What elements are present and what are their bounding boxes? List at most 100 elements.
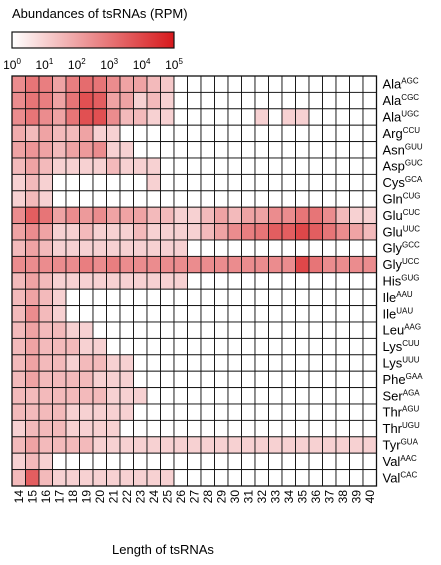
heatmap-cell bbox=[295, 288, 310, 307]
heatmap-cell bbox=[281, 124, 296, 143]
heatmap-cell bbox=[200, 141, 215, 159]
heatmap-cell bbox=[106, 190, 121, 208]
heatmap-cell bbox=[227, 206, 242, 225]
heatmap-cell bbox=[11, 206, 26, 225]
heatmap-cell bbox=[362, 419, 377, 438]
heatmap-cell bbox=[362, 436, 377, 454]
heatmap-cell bbox=[187, 157, 202, 175]
heatmap-cell bbox=[25, 223, 40, 241]
heatmap-cell bbox=[160, 305, 175, 323]
heatmap-cell bbox=[119, 124, 134, 143]
heatmap-cell bbox=[173, 288, 188, 307]
heatmap-cell bbox=[79, 239, 94, 257]
heatmap-cell bbox=[52, 223, 67, 241]
heatmap-cell bbox=[322, 403, 337, 421]
heatmap-cell bbox=[362, 190, 377, 208]
heatmap-cell bbox=[133, 141, 148, 159]
heatmap-cell bbox=[268, 223, 283, 241]
heatmap-cell bbox=[106, 387, 121, 405]
heatmap-cell bbox=[25, 419, 40, 438]
heatmap-cell bbox=[308, 190, 323, 208]
heatmap-cell bbox=[146, 255, 161, 274]
heatmap-cell bbox=[295, 370, 310, 389]
heatmap-cell bbox=[133, 157, 148, 175]
heatmap-cell bbox=[308, 354, 323, 372]
heatmap-cell bbox=[106, 124, 121, 143]
heatmap-cell bbox=[362, 452, 377, 471]
heatmap-cell bbox=[241, 288, 256, 307]
heatmap-cell bbox=[65, 288, 80, 307]
heatmap-cell bbox=[254, 387, 269, 405]
heatmap-cell bbox=[254, 354, 269, 372]
heatmap-cell bbox=[65, 91, 80, 110]
heatmap-cell bbox=[187, 190, 202, 208]
heatmap-cell bbox=[187, 321, 202, 339]
heatmap-cell bbox=[295, 272, 310, 290]
column-label: 35 bbox=[295, 490, 309, 504]
heatmap-cell bbox=[349, 305, 364, 323]
heatmap-cell bbox=[214, 206, 229, 225]
heatmap-cell bbox=[38, 75, 53, 93]
heatmap-cell bbox=[227, 255, 242, 274]
heatmap-cell bbox=[119, 387, 134, 405]
heatmap-cell bbox=[362, 354, 377, 372]
heatmap-cell bbox=[214, 436, 229, 454]
heatmap-cell bbox=[25, 75, 40, 93]
heatmap-cell bbox=[119, 354, 134, 372]
heatmap-cell bbox=[92, 124, 107, 143]
heatmap-cell bbox=[92, 436, 107, 454]
heatmap-cell bbox=[227, 272, 242, 290]
heatmap-cell bbox=[65, 337, 80, 356]
heatmap-cell bbox=[187, 419, 202, 438]
heatmap-cell bbox=[281, 354, 296, 372]
heatmap-cell bbox=[92, 305, 107, 323]
heatmap-cell bbox=[106, 288, 121, 307]
heatmap-cell bbox=[119, 173, 134, 192]
heatmap-cell bbox=[362, 403, 377, 421]
heatmap-cell bbox=[173, 469, 188, 487]
heatmap-cell bbox=[25, 239, 40, 257]
heatmap-cell bbox=[106, 141, 121, 159]
row-label: IleAAU bbox=[383, 290, 413, 305]
heatmap-cell bbox=[52, 288, 67, 307]
heatmap-cell bbox=[52, 190, 67, 208]
chart-title: Abundances of tsRNAs (RPM) bbox=[12, 6, 188, 21]
heatmap-cell bbox=[119, 255, 134, 274]
column-label: 20 bbox=[93, 490, 107, 504]
heatmap-cell bbox=[227, 305, 242, 323]
heatmap-cell bbox=[254, 452, 269, 471]
heatmap-cell bbox=[349, 91, 364, 110]
heatmap-cell bbox=[349, 419, 364, 438]
heatmap-cell bbox=[65, 469, 80, 487]
colorbar-tick-label: 105 bbox=[165, 57, 183, 72]
heatmap-cell bbox=[295, 337, 310, 356]
heatmap-cell bbox=[335, 403, 350, 421]
heatmap-cell bbox=[322, 255, 337, 274]
heatmap-cell bbox=[119, 370, 134, 389]
heatmap-cell bbox=[322, 354, 337, 372]
heatmap-cell bbox=[119, 190, 134, 208]
heatmap-cell bbox=[268, 403, 283, 421]
heatmap-cell bbox=[38, 141, 53, 159]
heatmap-cell bbox=[119, 108, 134, 126]
heatmap-cell bbox=[119, 419, 134, 438]
heatmap-cell bbox=[308, 436, 323, 454]
column-label: 39 bbox=[349, 490, 363, 504]
heatmap-cell bbox=[349, 141, 364, 159]
heatmap-cell bbox=[362, 337, 377, 356]
heatmap-cell bbox=[119, 436, 134, 454]
heatmap-cell bbox=[268, 337, 283, 356]
heatmap-cell bbox=[38, 190, 53, 208]
column-label: 40 bbox=[363, 490, 377, 504]
heatmap-cell bbox=[362, 321, 377, 339]
heatmap-cell bbox=[241, 436, 256, 454]
heatmap-cell bbox=[268, 387, 283, 405]
heatmap-cell bbox=[146, 452, 161, 471]
heatmap-cell bbox=[92, 469, 107, 487]
heatmap-cell bbox=[200, 223, 215, 241]
heatmap-cell bbox=[322, 206, 337, 225]
heatmap-cell bbox=[119, 469, 134, 487]
heatmap-cell bbox=[92, 288, 107, 307]
heatmap-cell bbox=[241, 239, 256, 257]
heatmap-cell bbox=[65, 255, 80, 274]
